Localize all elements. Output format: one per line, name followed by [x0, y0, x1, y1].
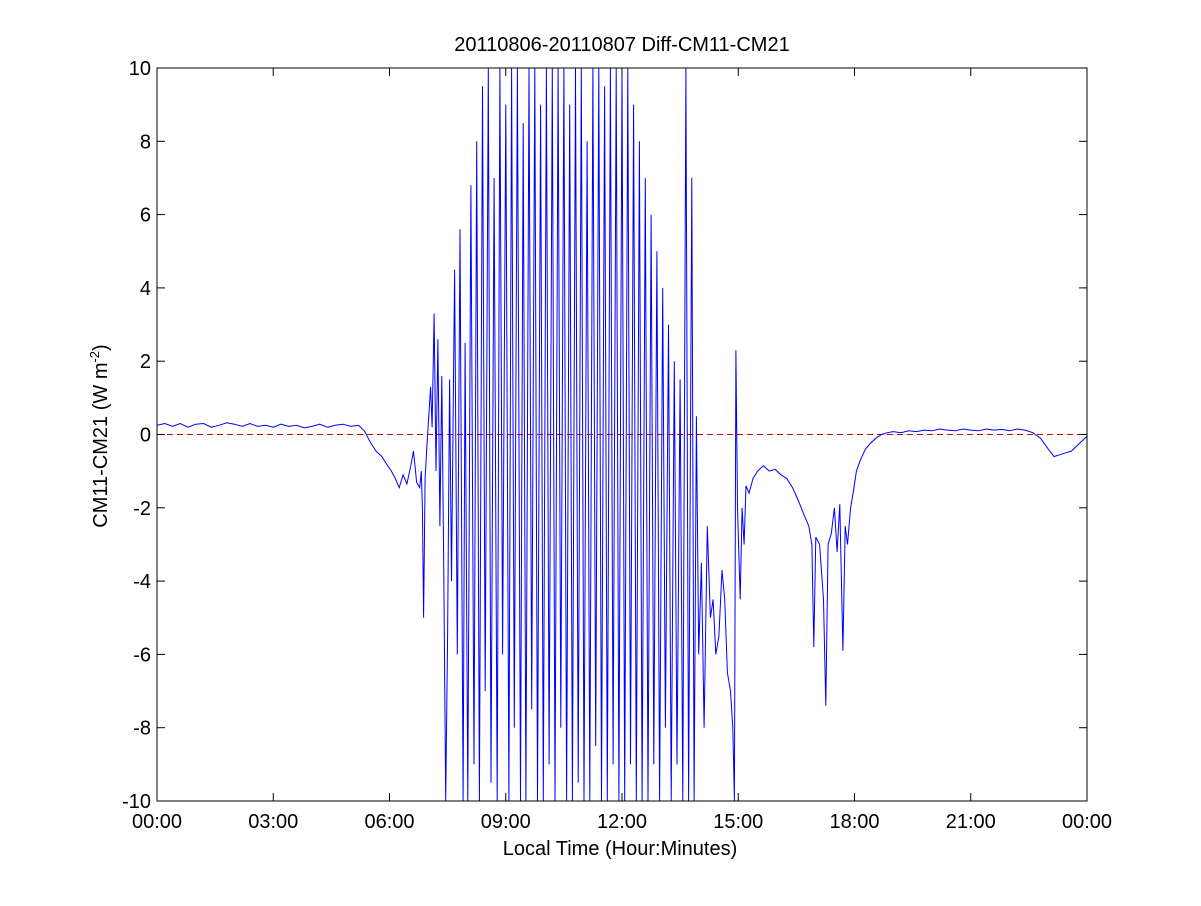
y-tick-label: 10: [129, 58, 151, 80]
y-axis-label-superscript: -2: [87, 351, 102, 363]
x-tick-label: 12:00: [597, 811, 647, 833]
y-tick-label: 2: [140, 351, 151, 373]
y-tick-label: 4: [140, 278, 151, 300]
x-tick-label: 00:00: [132, 811, 182, 833]
y-tick-label: -2: [133, 498, 151, 520]
y-axis-label: CM11-CM21 (W m-2): [87, 344, 112, 527]
x-axis-ticks: 00:00 03:00 06:00 09:00 12:00 15:00 18:00 21:00…: [132, 68, 1112, 833]
y-tick-label: 0: [140, 425, 151, 447]
x-tick-label: 21:00: [946, 811, 996, 833]
x-axis-label: Local Time (Hour:Minutes): [503, 838, 738, 860]
y-axis-label-close: ): [90, 344, 112, 351]
x-tick-label: 18:00: [829, 811, 879, 833]
series-line-1: [157, 68, 1087, 801]
chart-title: 20110806-20110807 Diff-CM11-CM21: [454, 34, 789, 56]
y-tick-label: 8: [140, 131, 151, 153]
x-tick-label: 09:00: [481, 811, 531, 833]
x-tick-label: 06:00: [364, 811, 414, 833]
x-tick-label: 15:00: [713, 811, 763, 833]
y-axis-label-main: CM11-CM21 (W m: [90, 363, 112, 528]
y-tick-label: -8: [133, 718, 151, 740]
y-tick-label: -10: [122, 791, 151, 813]
y-tick-label: -6: [133, 644, 151, 666]
x-tick-label: 00:00: [1062, 811, 1112, 833]
x-tick-label: 03:00: [248, 811, 298, 833]
y-tick-label: -4: [133, 571, 151, 593]
y-axis-ticks: 10 8 6 4 2 0 -2 -4 -6 -8 -10: [122, 58, 1087, 813]
y-tick-label: 6: [140, 205, 151, 227]
